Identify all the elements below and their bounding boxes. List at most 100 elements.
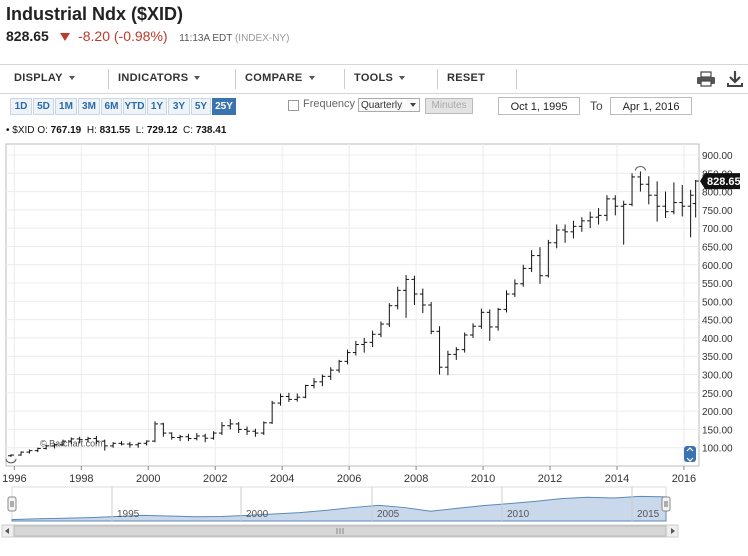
- toolbar-divider: [437, 69, 438, 89]
- toolbar-divider: [235, 69, 236, 89]
- down-arrow-icon: [60, 32, 71, 41]
- navigator-handle-left[interactable]: [7, 496, 17, 512]
- y-tick-label: 750.00: [702, 206, 733, 217]
- ohlc-readout: • $XID O: 767.19 H: 831.55 L: 729.12 C: …: [6, 125, 226, 136]
- display-label: DISPLAY: [14, 72, 63, 84]
- range-button-1y[interactable]: 1Y: [147, 98, 167, 115]
- tools-label: TOOLS: [354, 72, 394, 84]
- bullet: •: [6, 125, 10, 136]
- chevron-down-icon: [68, 76, 75, 81]
- quote-time: 11:13A EDT (INDEX-NY): [179, 33, 289, 44]
- navigator-year-label: 2005: [377, 509, 400, 520]
- y-tick-label: 200.00: [702, 407, 733, 418]
- close-value: 738.41: [195, 125, 227, 136]
- minutes-button[interactable]: Minutes: [425, 98, 473, 114]
- y-tick-label: 800.00: [702, 188, 733, 199]
- x-tick-label: 2000: [136, 473, 160, 485]
- last-price-tag-label: 828.65: [707, 176, 741, 188]
- tools-menu-button[interactable]: TOOLS: [354, 72, 406, 84]
- quote-row: 828.65 -8.20 (-0.98%) 11:13A EDT (INDEX-…: [6, 28, 289, 44]
- y-tick-label: 250.00: [702, 389, 733, 400]
- navigator-year-label: 2010: [507, 509, 530, 520]
- frequency-select[interactable]: Quarterly: [358, 98, 420, 112]
- x-tick-label: 1996: [2, 473, 26, 485]
- plot-area: [5, 143, 700, 467]
- x-tick-label: 2006: [337, 473, 361, 485]
- y-tick-label: 600.00: [702, 261, 733, 272]
- to-date-input[interactable]: Apr 1, 2016: [610, 97, 692, 115]
- y-tick-label: 300.00: [702, 371, 733, 382]
- frequency-select-value: Quarterly: [361, 100, 403, 111]
- x-tick-label: 2008: [404, 473, 428, 485]
- to-label: To: [590, 99, 603, 113]
- y-tick-label: 100.00: [702, 444, 733, 455]
- y-tick-label: 650.00: [702, 242, 733, 253]
- y-tick-label: 700.00: [702, 224, 733, 235]
- last-price: 828.65: [6, 28, 49, 44]
- chart-navigator[interactable]: 1995 2000 2005 2010 2015: [0, 485, 748, 543]
- navigator-handle-right[interactable]: [661, 496, 671, 512]
- range-button-5y[interactable]: 5Y: [191, 98, 211, 115]
- high-marker: [634, 166, 646, 171]
- scroll-right-icon[interactable]: [671, 528, 675, 534]
- range-button-5d[interactable]: 5D: [33, 98, 54, 115]
- ohlc-symbol: $XID: [12, 125, 35, 136]
- toolbar-divider: [108, 69, 109, 89]
- reset-button[interactable]: RESET: [447, 72, 486, 84]
- open-value: 767.19: [50, 125, 82, 136]
- chevron-down-icon: [399, 76, 406, 81]
- chart-toolbar: DISPLAY INDICATORS COMPARE TOOLS RESET: [0, 64, 748, 94]
- download-icon[interactable]: [726, 70, 744, 88]
- x-tick-label: 2002: [203, 473, 227, 485]
- compare-menu-button[interactable]: COMPARE: [245, 72, 315, 84]
- y-tick-label: 450.00: [702, 316, 733, 327]
- low-value: 729.12: [146, 125, 178, 136]
- y-tick-label: 400.00: [702, 334, 733, 345]
- page-title: Industrial Ndx ($XID): [6, 4, 184, 24]
- range-button-25y[interactable]: 25Y: [212, 98, 236, 115]
- y-tick-label: 550.00: [702, 279, 733, 290]
- y-tick-label: 350.00: [702, 352, 733, 363]
- price-chart[interactable]: 100.00 150.00 200.00 250.00 300.00 350.00 400.…: [0, 140, 748, 485]
- from-date-input[interactable]: Oct 1, 1995: [498, 97, 580, 115]
- navigator-year-label: 1995: [117, 509, 140, 520]
- quote-time-text: 11:13A EDT: [179, 33, 233, 44]
- x-tick-label: 2004: [270, 473, 294, 485]
- high-value: 831.55: [99, 125, 131, 136]
- navigator-year-label: 2015: [637, 509, 660, 520]
- print-icon[interactable]: [696, 71, 716, 87]
- toolbar-divider: [344, 69, 345, 89]
- low-label: L:: [135, 125, 145, 136]
- scroll-left-icon[interactable]: [5, 528, 9, 534]
- range-button-ytd[interactable]: YTD: [123, 98, 146, 115]
- price-change: -8.20 (-0.98%): [78, 28, 168, 44]
- x-tick-label: 1998: [69, 473, 93, 485]
- y-tick-label: 900.00: [702, 151, 733, 162]
- range-button-3m[interactable]: 3M: [78, 98, 100, 115]
- chevron-down-icon: [410, 103, 416, 107]
- indicators-label: INDICATORS: [118, 72, 189, 84]
- y-tick-label: 150.00: [702, 425, 733, 436]
- chevron-up-down-icon: [686, 447, 694, 462]
- low-marker: [5, 458, 17, 464]
- open-label: O:: [37, 125, 48, 136]
- range-button-3y[interactable]: 3Y: [168, 98, 190, 115]
- range-button-1m[interactable]: 1M: [55, 98, 77, 115]
- toolbar-divider: [516, 69, 517, 89]
- navigator-year-label: 2000: [246, 509, 269, 520]
- display-menu-button[interactable]: DISPLAY: [14, 72, 75, 84]
- compare-label: COMPARE: [245, 72, 303, 84]
- chevron-down-icon: [308, 76, 315, 81]
- range-button-1d[interactable]: 1D: [10, 98, 32, 115]
- x-tick-label: 2014: [605, 473, 629, 485]
- chevron-down-icon: [194, 76, 201, 81]
- range-button-6m[interactable]: 6M: [101, 98, 122, 115]
- frequency-checkbox[interactable]: [288, 100, 299, 111]
- exchange-label: (INDEX-NY): [234, 33, 290, 44]
- indicators-menu-button[interactable]: INDICATORS: [118, 72, 201, 84]
- frequency-label: Frequency: [303, 98, 355, 110]
- close-label: C:: [183, 125, 194, 136]
- x-tick-label: 2010: [471, 473, 495, 485]
- x-tick-label: 2012: [538, 473, 562, 485]
- range-controls: 1D 5D 1M 3M 6M YTD 1Y 3Y 5Y 25Y Frequency Quarterly…: [0, 97, 748, 118]
